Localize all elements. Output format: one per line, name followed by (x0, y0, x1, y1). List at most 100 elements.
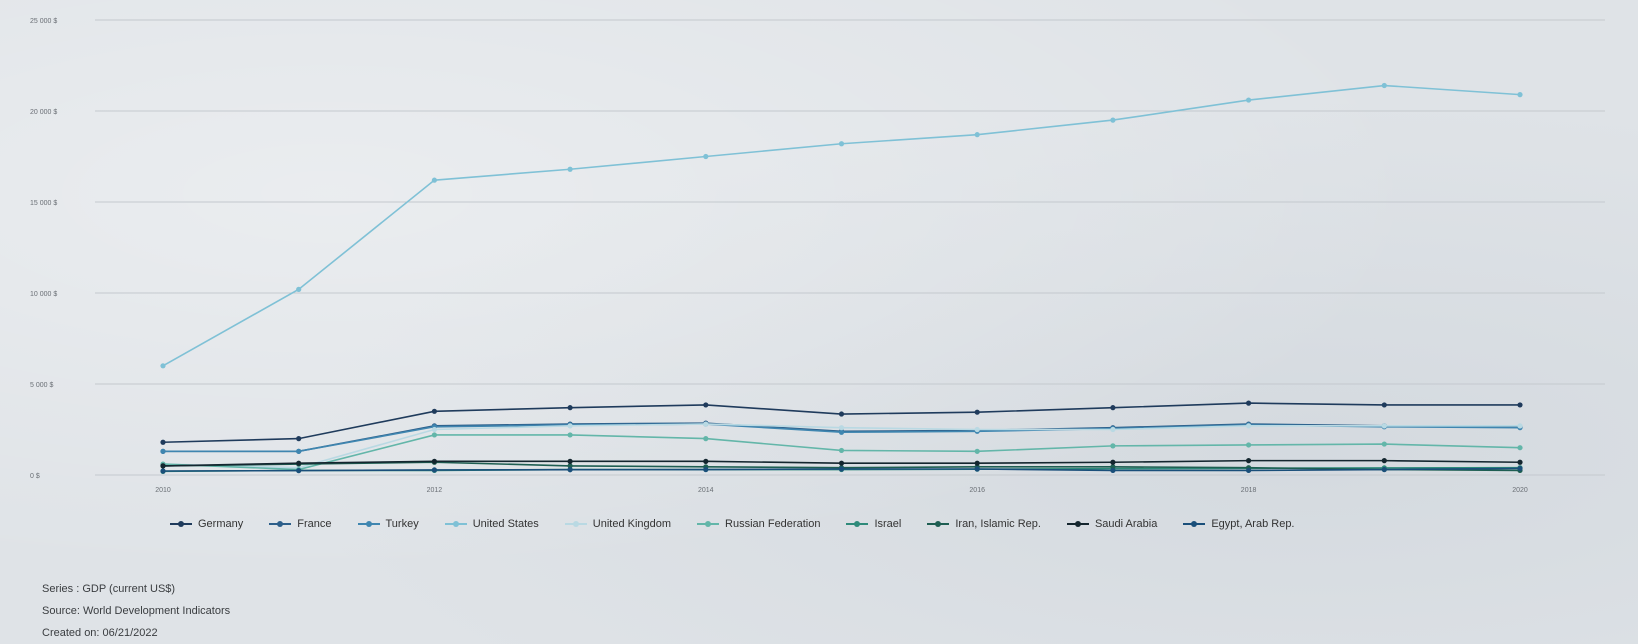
legend-item: Germany (170, 518, 243, 530)
data-point-egypt-arab-rep (703, 466, 709, 473)
data-point-russian-federation (703, 436, 709, 442)
legend-item: France (269, 518, 332, 530)
data-point-united-kingdom (431, 426, 437, 433)
data-point-germany (838, 411, 845, 417)
legend-item: Egypt, Arab Rep. (1183, 518, 1295, 530)
data-point-germany (567, 405, 573, 411)
data-point-united-states (1381, 82, 1387, 89)
data-point-united-states (431, 177, 437, 183)
y-tick-label: 20 000 $ (30, 109, 57, 116)
legend-swatch (846, 519, 869, 529)
data-point-saudi-arabia (1246, 458, 1252, 464)
data-point-saudi-arabia (838, 460, 845, 466)
data-point-united-states (567, 166, 573, 172)
data-point-united-kingdom (703, 421, 709, 427)
y-tick-label: 15 000 $ (30, 200, 57, 207)
gdp-line-chart: 0 $ 5 000 $ 10 000 $ 15 000 $ 20 000 $ 25 000… (30, 18, 1605, 494)
data-point-egypt-arab-rep (1381, 466, 1387, 473)
legend-label: France (297, 518, 332, 530)
x-tick-label: 2016 (969, 487, 985, 494)
data-point-united-kingdom (1110, 426, 1116, 433)
data-point-russian-federation (1110, 443, 1116, 449)
legend-item: Russian Federation (697, 518, 820, 530)
legend-item: Israel (846, 518, 901, 530)
legend-label: Germany (198, 518, 244, 530)
legend-swatch (1066, 519, 1089, 529)
data-point-egypt-arab-rep (160, 468, 166, 474)
legend-swatch (170, 519, 192, 529)
data-point-saudi-arabia (431, 458, 437, 464)
data-point-saudi-arabia (567, 458, 573, 464)
legend-swatch (357, 519, 380, 529)
data-point-germany (1110, 405, 1116, 411)
legend-label: Russian Federation (725, 518, 821, 530)
data-point-united-states (1110, 117, 1116, 123)
data-point-united-states (1517, 92, 1523, 98)
data-point-russian-federation (838, 447, 845, 454)
data-point-germany (296, 436, 302, 442)
legend-label: Turkey (385, 518, 419, 530)
data-point-saudi-arabia (1110, 459, 1116, 465)
legend-label: Saudi Arabia (1094, 518, 1158, 530)
created-label: Created on: 06/21/2022 (42, 627, 158, 639)
data-point-russian-federation (1246, 442, 1252, 448)
data-point-saudi-arabia (703, 458, 709, 464)
data-point-egypt-arab-rep (431, 467, 437, 473)
data-point-saudi-arabia (1381, 458, 1387, 464)
data-point-turkey (838, 429, 845, 435)
data-point-united-states (703, 153, 709, 160)
y-tick-label: 25 000 $ (30, 18, 57, 25)
data-point-egypt-arab-rep (567, 467, 573, 473)
x-tick-label: 2010 (155, 487, 171, 494)
legend-label: United States (472, 518, 539, 530)
data-point-united-kingdom (838, 425, 845, 431)
data-point-germany (703, 402, 709, 408)
legend-label: United Kingdom (592, 518, 672, 530)
data-point-united-kingdom (1381, 423, 1387, 429)
data-point-united-states (296, 286, 302, 292)
data-point-united-kingdom (974, 426, 980, 433)
legend-item: Turkey (357, 518, 419, 530)
data-point-russian-federation (567, 432, 573, 438)
chart-footer: Series : GDP (current US$) Source: World… (42, 578, 230, 644)
data-point-egypt-arab-rep (1110, 467, 1116, 474)
data-point-saudi-arabia (1517, 459, 1523, 465)
data-point-egypt-arab-rep (974, 466, 980, 472)
data-point-germany (160, 439, 166, 445)
data-point-united-kingdom (1517, 423, 1523, 429)
data-point-germany (1517, 402, 1523, 408)
legend-item: United Kingdom (564, 518, 672, 530)
legend-swatch (269, 519, 292, 529)
data-point-turkey (296, 448, 302, 454)
data-point-iran-islamic-rep (567, 463, 573, 469)
legend-label: Israel (874, 518, 902, 530)
data-point-united-states (160, 363, 166, 369)
data-point-germany (1246, 400, 1252, 406)
series-line-united-states (162, 84, 1521, 367)
y-tick-label: 10 000 $ (30, 291, 57, 298)
x-tick-label: 2012 (427, 487, 443, 494)
data-point-russian-federation (974, 448, 980, 454)
data-point-russian-federation (431, 432, 437, 438)
series-line-germany (162, 402, 1520, 444)
y-tick-label: 0 $ (30, 473, 40, 480)
data-point-germany (1381, 402, 1387, 408)
data-point-iran-islamic-rep (1110, 464, 1116, 470)
data-point-united-kingdom (1246, 423, 1252, 429)
legend-item: Saudi Arabia (1066, 518, 1158, 530)
data-point-united-states (1246, 97, 1252, 103)
source-label: Source: World Development Indicators (42, 605, 231, 617)
legend-item: United States (444, 518, 539, 530)
data-point-united-states (838, 141, 845, 147)
x-tick-label: 2018 (1241, 487, 1257, 494)
x-tick-label: 2020 (1512, 487, 1528, 494)
legend-swatch (444, 519, 467, 529)
series-label: Series : GDP (current US$) (42, 583, 176, 595)
legend-item: Iran, Islamic Rep. (927, 518, 1041, 530)
data-point-germany (431, 408, 437, 414)
data-point-saudi-arabia (160, 463, 166, 469)
data-point-saudi-arabia (296, 460, 302, 466)
x-tick-label: 2014 (698, 487, 714, 494)
legend-swatch (697, 519, 720, 529)
y-tick-label: 5 000 $ (30, 382, 53, 389)
